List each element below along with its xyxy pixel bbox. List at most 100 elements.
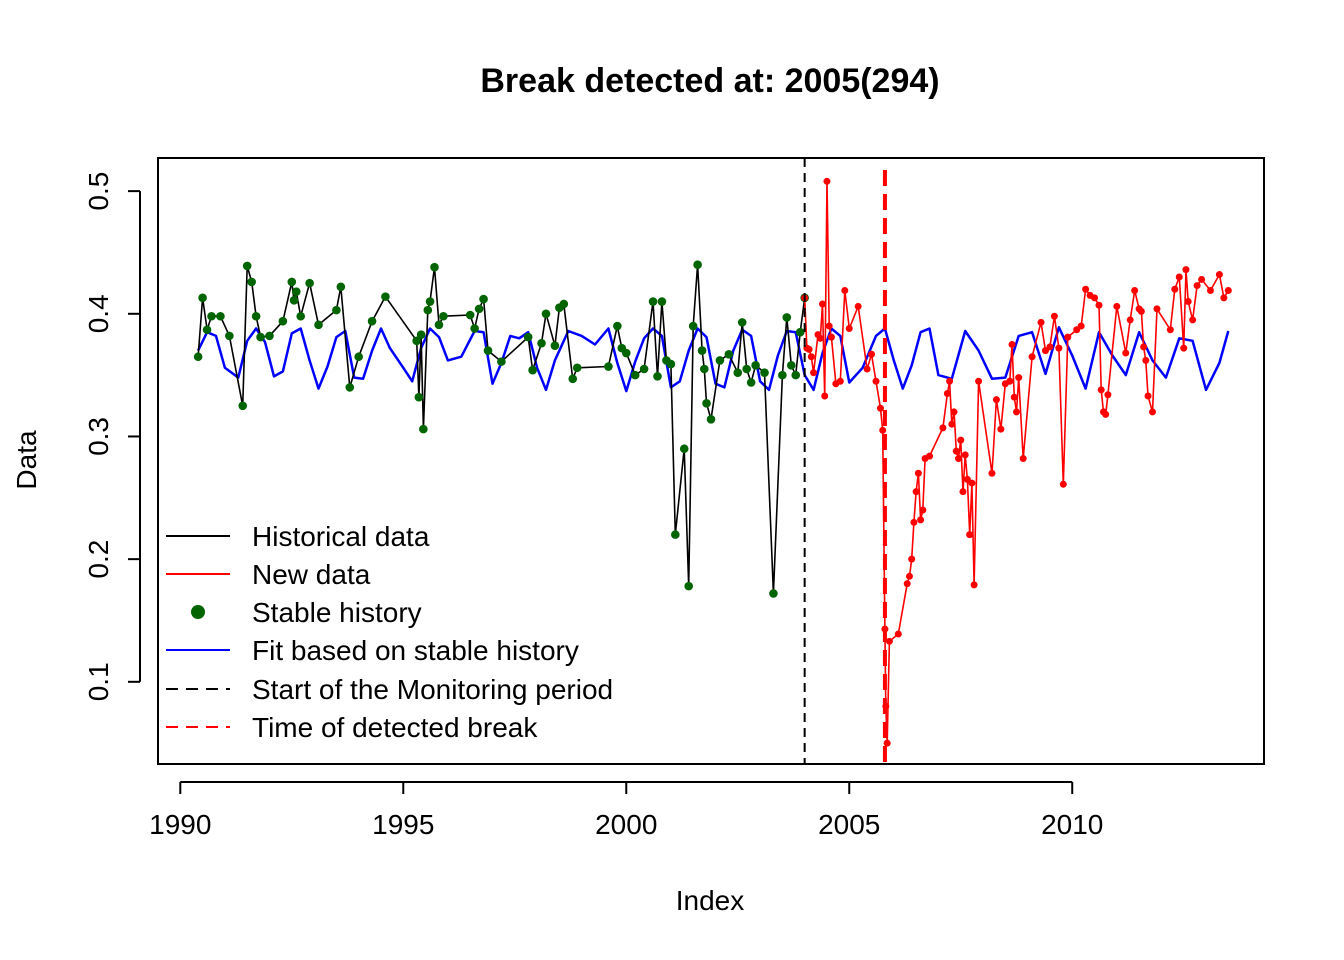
legend: Historical data New data Stable history … (166, 521, 613, 743)
stable-history-point (572, 363, 582, 373)
new-data-point (883, 739, 891, 747)
new-data-point (1077, 322, 1085, 330)
stable-history-point (479, 294, 488, 304)
stable-history-point (795, 327, 805, 337)
new-data-point (1175, 273, 1183, 281)
y-tick-label: 0.1 (83, 662, 114, 701)
new-data-point (872, 377, 880, 385)
new-data-point (968, 479, 976, 487)
stable-history-point (497, 357, 506, 366)
new-data-point (946, 377, 954, 385)
new-data-point (1006, 377, 1014, 385)
new-data-point (876, 404, 884, 412)
stable-history-point (791, 370, 801, 380)
stable-history-point (367, 316, 377, 326)
new-data-point (1046, 343, 1054, 351)
new-data-point (1171, 285, 1179, 293)
stable-history-point (657, 297, 667, 306)
stable-history-point (523, 332, 533, 342)
x-tick-label: 2010 (1041, 809, 1103, 840)
stable-history-point (688, 321, 698, 331)
stable-history-point (528, 365, 537, 375)
stable-history-point (639, 364, 649, 374)
new-data-point (910, 518, 918, 526)
chart-title: Break detected at: 2005(294) (480, 62, 939, 100)
stable-history-point (697, 346, 707, 355)
legend-label-fit: Fit based on stable history (252, 635, 579, 666)
new-data-point (1122, 349, 1130, 357)
new-data-point (959, 488, 967, 496)
stable-history-point (653, 372, 662, 381)
stable-history-point (332, 305, 341, 315)
stable-history-point (354, 352, 363, 362)
new-data-point (914, 469, 922, 477)
new-data-point (988, 469, 996, 477)
legend-label-break: Time of detected break (252, 712, 538, 743)
plot-frame (157, 157, 1265, 765)
stable-history-point (541, 309, 551, 319)
new-data-point (1008, 340, 1016, 348)
new-data-line (803, 180, 1229, 744)
y-tick-label: 0.5 (83, 172, 114, 211)
new-data-point (1220, 294, 1228, 302)
stable-history-point (423, 305, 433, 315)
new-data-point (1140, 343, 1148, 351)
new-data-point (1055, 344, 1063, 352)
new-data-point (957, 436, 965, 444)
new-data-point (952, 447, 960, 455)
new-data-point (1028, 353, 1036, 361)
stable-history-point (474, 304, 484, 314)
new-data-point (917, 516, 925, 524)
new-data-point (1166, 326, 1174, 334)
new-data-point (1198, 275, 1206, 283)
stable-history-point (746, 378, 756, 387)
new-data-point (955, 455, 963, 463)
stable-history-point (715, 356, 725, 365)
new-data-point (1010, 393, 1018, 401)
stable-history-point (684, 581, 694, 591)
new-data-point (894, 630, 902, 638)
new-data-point (997, 425, 1005, 433)
stable-history-point (216, 311, 225, 321)
new-data-point (1059, 480, 1067, 488)
new-data-point (1182, 266, 1190, 274)
stable-history-point (265, 331, 274, 341)
new-data-point (1082, 285, 1090, 293)
stable-history-point (706, 414, 716, 424)
stable-history-point (742, 364, 751, 374)
stable-history-point (604, 362, 613, 371)
stable-history-point (287, 277, 297, 287)
stable-history-point (693, 260, 702, 270)
new-data-point (939, 424, 947, 432)
stable-history-point (202, 325, 212, 335)
new-data-point (868, 350, 876, 358)
new-data-point (1113, 302, 1121, 310)
stable-history-point (550, 341, 560, 350)
new-data-point (1206, 286, 1214, 294)
new-data-point (1095, 301, 1103, 309)
new-data-point (825, 322, 833, 330)
stable-history-point (671, 530, 680, 539)
plot-area (193, 158, 1232, 764)
new-data-point (1104, 391, 1112, 399)
new-data-point (1064, 333, 1072, 341)
stable-history-point (769, 589, 778, 598)
stable-history-point (568, 374, 578, 384)
stable-history-point (225, 331, 234, 341)
stable-history-point (733, 368, 743, 377)
new-data-point (845, 325, 853, 333)
new-data-point (1126, 316, 1134, 324)
stable-history-point (336, 282, 346, 292)
stable-history-point (751, 361, 760, 370)
x-tick-label: 1990 (149, 809, 211, 840)
legend-swatch-stable (191, 605, 205, 619)
x-tick-label: 1995 (372, 809, 434, 840)
stable-history-point (238, 401, 248, 411)
new-data-point (821, 392, 829, 400)
new-data-point (926, 452, 934, 460)
new-data-point (863, 365, 871, 373)
stable-history-point (247, 277, 256, 287)
stable-history-point (256, 332, 265, 342)
new-data-point (966, 531, 974, 539)
